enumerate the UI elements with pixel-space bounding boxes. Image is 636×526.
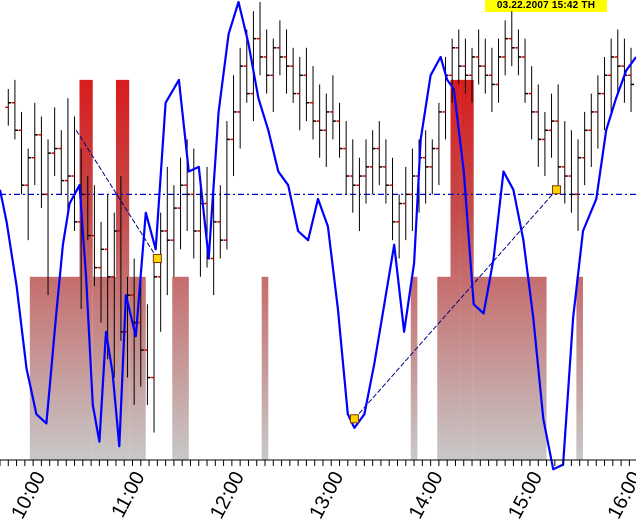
volume-bar-3 (115, 79, 130, 461)
volume-bar-7 (410, 276, 418, 460)
pivot-markers (152, 185, 561, 424)
x-tick-label-6: 16:00 (603, 468, 636, 523)
x-tick-label-5: 15:00 (504, 468, 547, 523)
x-tick-label-0: 10:00 (7, 468, 50, 523)
timestamp-badge: 03.22.2007 15:42 TH (485, 0, 607, 12)
pivot-marker-2 (552, 185, 561, 195)
x-tick-label-3: 13:00 (305, 468, 348, 523)
time-axis: 10:00 11:00 12:00 13:00 14:00 15:00 16:00 (0, 459, 636, 523)
volume-bar-12 (576, 276, 583, 460)
volume-bar-5 (172, 276, 189, 460)
price-line-group (0, 0, 636, 471)
volume-bar-11 (473, 276, 547, 460)
volume-bar-6 (261, 276, 269, 460)
volume-bar-10 (437, 276, 451, 460)
x-tick-label-1: 11:00 (107, 468, 149, 521)
trendline-1 (354, 189, 557, 420)
volume-bar-8 (450, 79, 461, 461)
x-tick-label-4: 14:00 (405, 468, 448, 523)
pivot-marker-0 (152, 253, 162, 263)
volume-bar-0 (29, 276, 80, 460)
pivot-marker-1 (349, 414, 359, 424)
volume-bars (29, 79, 583, 461)
x-tick-label-2: 12:00 (206, 468, 249, 523)
price-line (0, 0, 636, 471)
